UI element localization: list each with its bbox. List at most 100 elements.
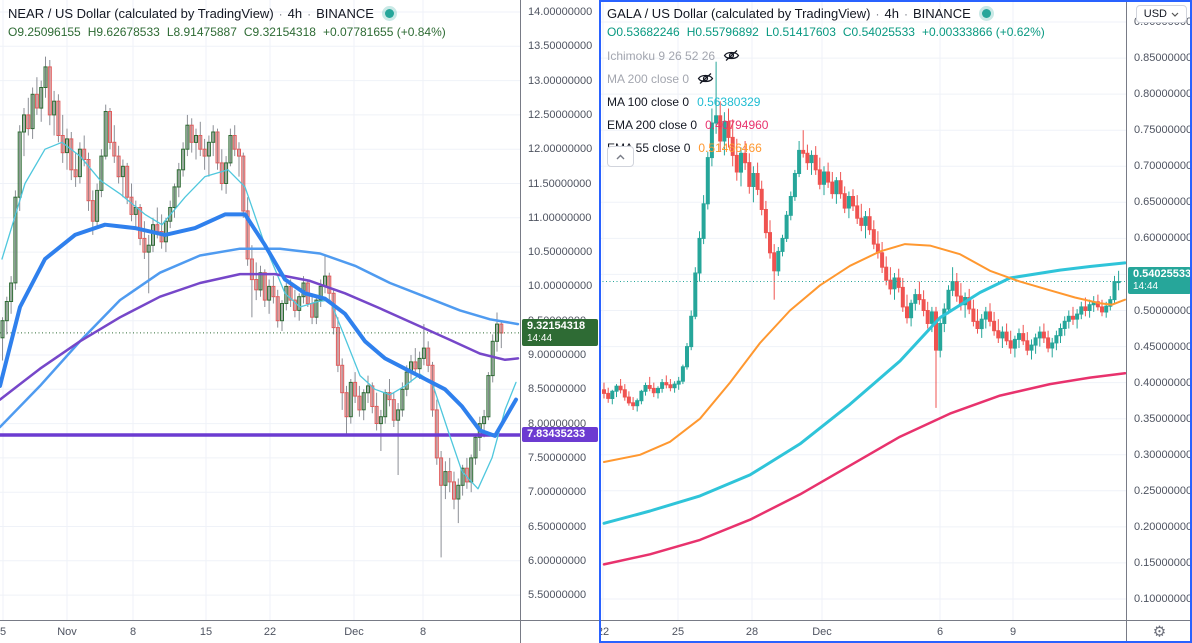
price-tick-label: 5.50000000 [528,589,587,602]
exchange-label[interactable]: BINANCE [912,6,971,21]
price-tick-label: 10.50000000 [528,246,593,259]
time-tick-label: 8 [419,626,427,638]
price-tick-label: 13.50000000 [528,40,593,53]
indicator-value: 0.56380329 [697,94,761,109]
price-tick-label: 0.30000000 [1134,448,1192,461]
legend-row-ichimoku[interactable]: Ichimoku 9 26 52 26 [607,44,768,67]
gala-indicator-legend: Ichimoku 9 26 52 26 MA 200 close 0 MA 10… [607,44,768,159]
open-value: O9.25096155 [8,25,81,39]
legend-row-ema200[interactable]: EMA 200 close 0 0.40794960 [607,113,768,136]
ma-line-ma-200 [0,272,520,401]
symbol-name[interactable]: GALA / US Dollar (calculated by TradingV… [607,6,871,21]
separator-dot: · [875,6,880,21]
separator-dot: · [278,6,283,21]
indicator-value: 0.51466466 [698,140,762,155]
price-tick-label: 8.50000000 [528,383,587,396]
price-tick-label: 0.20000000 [1134,520,1192,533]
indicator-label: MA 100 close 0 [607,94,690,109]
legend-row-ma200[interactable]: MA 200 close 0 [607,67,768,90]
time-tick-label: Dec [344,626,364,638]
price-tick-label: 0.85000000 [1134,52,1192,65]
near-last-price-badge: 9.32154318 14:44 [522,318,598,346]
change-value: +0.07781655 (+0.84%) [322,25,446,39]
indicator-label: EMA 200 close 0 [607,117,698,132]
price-tick-label: 0.80000000 [1134,88,1192,101]
price-tick-label: 0.10000000 [1134,593,1192,605]
near-ohlc-row: O9.25096155 H9.62678533 L8.91475887 C9.3… [8,25,446,39]
price-tick-label: 12.00000000 [528,143,593,156]
near-price-axis[interactable]: 9.32154318 14:44 7.83435233 14.00000000 1… [520,0,599,620]
ma-line-ma-100 [602,261,1126,525]
price-tick-label: 0.70000000 [1134,160,1192,173]
near-time-axis[interactable]: 5 Nov 8 15 22 Dec 8 [0,620,599,643]
gala-price-axis[interactable]: 0.54025533 14:44 0.900000000.850000000.8… [1126,0,1192,620]
time-tick-label: Dec [812,626,832,638]
ma-line-ema-200 [602,371,1126,566]
price-tick-label: 0.25000000 [1134,484,1192,497]
gala-chart-canvas[interactable] [599,0,1126,620]
level-price-value: 7.83435233 [527,427,586,440]
ma-line-ma-100 [0,247,520,429]
last-price-value: 0.54025533 [1133,268,1192,281]
price-tick-label: 10.00000000 [528,280,593,293]
near-header: NEAR / US Dollar (calculated by TradingV… [8,6,446,39]
price-tick-label: 0.65000000 [1134,196,1192,209]
legend-row-ma100[interactable]: MA 100 close 0 0.56380329 [607,90,768,113]
price-tick-label: 12.50000000 [528,108,593,121]
indicator-value: 0.40794960 [705,117,769,132]
ma-line-ma-55 [0,212,518,438]
price-tick-label: 0.35000000 [1134,412,1192,425]
interval-label[interactable]: 4h [884,6,899,21]
last-price-time: 14:44 [527,332,553,344]
price-tick-label: 0.60000000 [1134,232,1192,245]
market-open-dot-icon [384,9,394,18]
price-tick-label: 7.50000000 [528,451,587,464]
ma-line-fast-ma [1,141,517,490]
separator-dot: · [903,6,908,21]
last-price-time: 14:44 [1133,281,1159,293]
near-chart-canvas[interactable] [0,0,520,620]
price-tick-label: 6.50000000 [528,520,587,533]
indicator-label: MA 200 close 0 [607,71,690,86]
gear-icon[interactable]: ⚙ [1152,623,1167,641]
interval-label[interactable]: 4h [287,6,303,21]
price-tick-label: 0.75000000 [1134,124,1192,137]
time-tick-label: 5 [0,626,7,638]
eye-off-icon[interactable] [697,72,714,85]
price-tick-label: 0.50000000 [1134,304,1192,317]
gala-last-price-badge: 0.54025533 14:44 [1128,267,1192,295]
low-value: L0.51417603 [765,25,836,39]
currency-dropdown[interactable]: USD [1135,5,1187,23]
gala-time-axis[interactable]: 22 25 28 Dec 6 9 [597,620,1192,643]
time-tick-label: 15 [199,626,213,638]
symbol-name[interactable]: NEAR / US Dollar (calculated by TradingV… [8,6,274,21]
gala-symbol-title[interactable]: GALA / US Dollar (calculated by TradingV… [607,6,1045,21]
price-tick-label: 8.00000000 [528,417,587,430]
close-value: C0.54025533 [842,25,915,39]
legend-collapse-button[interactable] [607,146,634,167]
price-tick-label: 0.15000000 [1134,556,1192,569]
near-symbol-title[interactable]: NEAR / US Dollar (calculated by TradingV… [8,6,446,21]
time-tick-label: 28 [745,626,759,638]
time-tick-label: 22 [263,626,277,638]
chart-pane-gala: GALA / US Dollar (calculated by TradingV… [597,0,1192,643]
separator-dot: · [307,6,312,21]
price-tick-label: 13.00000000 [528,74,593,87]
exchange-label[interactable]: BINANCE [316,6,374,21]
time-tick-label: Nov [57,626,77,638]
gala-ohlc-row: O0.53682246 H0.55796892 L0.51417603 C0.5… [607,25,1045,39]
eye-off-icon[interactable] [723,49,740,62]
near-axis-corner [520,620,599,643]
price-tick-label: 14.00000000 [528,6,593,18]
chart-pane-near: NEAR / US Dollar (calculated by TradingV… [0,0,599,643]
gala-header: GALA / US Dollar (calculated by TradingV… [607,6,1045,39]
high-value: H9.62678533 [87,25,160,39]
high-value: H0.55796892 [686,25,759,39]
price-tick-label: 11.50000000 [528,177,592,190]
market-open-dot-icon [981,9,991,18]
change-value: +0.00333866 (+0.62%) [921,25,1045,39]
currency-label: USD [1143,8,1167,20]
last-price-value: 9.32154318 [527,319,586,332]
near-level-badge: 7.83435233 [522,426,598,442]
